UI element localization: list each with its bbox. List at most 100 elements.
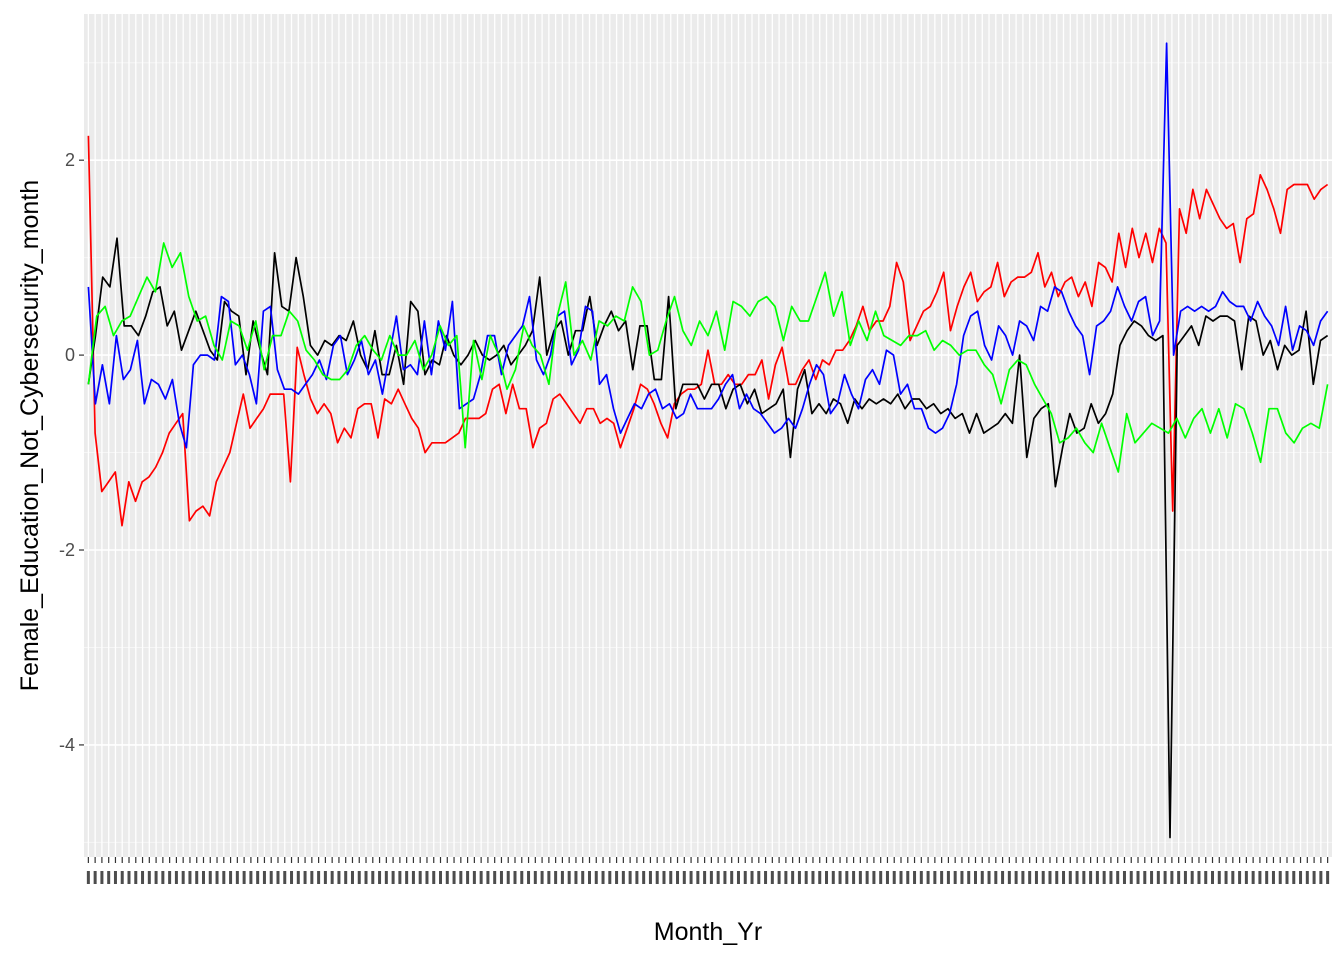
x-tick-label-overlap <box>797 871 801 884</box>
x-tick-label-overlap <box>1068 871 1072 884</box>
x-tick-label-overlap <box>215 871 219 884</box>
x-tick-label-overlap <box>154 871 158 884</box>
x-tick-label-overlap <box>879 871 883 884</box>
x-tick-label-overlap <box>764 871 768 884</box>
x-tick-label-overlap <box>628 871 632 884</box>
x-tick-label-overlap <box>750 871 754 884</box>
y-tick-label: -4 <box>59 735 75 755</box>
x-tick-label-overlap <box>987 871 991 884</box>
x-tick-label-overlap <box>127 871 131 884</box>
x-tick-label-overlap <box>86 871 90 884</box>
x-tick-label-overlap <box>906 871 910 884</box>
x-tick-label-overlap <box>317 871 321 884</box>
x-tick-label-overlap <box>249 871 253 884</box>
x-tick-label-overlap <box>235 871 239 884</box>
x-tick-label-overlap <box>845 871 849 884</box>
x-tick-label-overlap <box>161 871 165 884</box>
x-tick-label-overlap <box>1224 871 1228 884</box>
x-tick-label-overlap <box>1231 871 1235 884</box>
x-tick-label-overlap <box>838 871 842 884</box>
x-tick-label-overlap <box>682 871 686 884</box>
x-tick-label-overlap <box>384 871 388 884</box>
x-tick-label-overlap <box>134 871 138 884</box>
x-tick-label-overlap <box>811 871 815 884</box>
x-tick-label-overlap <box>1156 871 1160 884</box>
x-tick-label-overlap <box>1150 871 1154 884</box>
x-tick-label-overlap <box>1326 871 1330 884</box>
x-tick-label-overlap <box>581 871 585 884</box>
x-tick-label-overlap <box>540 871 544 884</box>
x-tick-label-overlap <box>960 871 964 884</box>
x-tick-label-overlap <box>513 871 517 884</box>
x-tick-label-overlap <box>946 871 950 884</box>
x-tick-label-overlap <box>669 871 673 884</box>
x-tick-label-overlap <box>858 871 862 884</box>
x-tick-label-overlap <box>371 871 375 884</box>
x-tick-label-overlap <box>141 871 145 884</box>
x-tick-label-overlap <box>439 871 443 884</box>
x-tick-label-overlap <box>1278 871 1282 884</box>
x-tick-label-overlap <box>486 871 490 884</box>
x-tick-label-overlap <box>919 871 923 884</box>
x-tick-label-overlap <box>831 871 835 884</box>
x-tick-label-overlap <box>107 871 111 884</box>
x-tick-label-overlap <box>662 871 666 884</box>
x-tick-label-overlap <box>208 871 212 884</box>
x-tick-label-overlap <box>100 871 104 884</box>
x-tick-label-overlap <box>1122 871 1126 884</box>
x-tick-label-overlap <box>120 871 124 884</box>
x-tick-label-overlap <box>1014 871 1018 884</box>
x-tick-label-overlap <box>574 871 578 884</box>
series-lines <box>87 42 1329 839</box>
x-tick-label-overlap <box>676 871 680 884</box>
x-tick-label-overlap <box>892 871 896 884</box>
x-tick-label-overlap <box>1312 871 1316 884</box>
x-tick-label-overlap <box>703 871 707 884</box>
x-tick-label-overlap <box>1143 871 1147 884</box>
x-tick-label-overlap <box>242 871 246 884</box>
x-tick-label-overlap <box>642 871 646 884</box>
x-tick-label-overlap <box>229 871 233 884</box>
x-tick-label-overlap <box>933 871 937 884</box>
x-tick-label-overlap <box>973 871 977 884</box>
x-tick-label-overlap <box>290 871 294 884</box>
x-tick-label-overlap <box>201 871 205 884</box>
x-tick-label-overlap <box>188 871 192 884</box>
series-line-4 <box>87 242 1329 473</box>
x-tick-label-overlap <box>594 871 598 884</box>
x-tick-label-overlap <box>499 871 503 884</box>
x-tick-label-overlap <box>804 871 808 884</box>
x-tick-label-overlap <box>411 871 415 884</box>
x-tick-label-overlap <box>147 871 151 884</box>
x-tick-label-overlap <box>994 871 998 884</box>
x-tick-label-overlap <box>689 871 693 884</box>
x-tick-label-overlap <box>967 871 971 884</box>
x-tick-label-overlap <box>736 871 740 884</box>
x-tick-label-overlap <box>865 871 869 884</box>
x-tick-label-overlap <box>1285 871 1289 884</box>
x-tick-label-overlap <box>1055 871 1059 884</box>
x-tick-label-overlap <box>554 871 558 884</box>
y-tick-label: -2 <box>59 540 75 560</box>
x-tick-label-overlap <box>1183 871 1187 884</box>
x-tick-label-overlap <box>1217 871 1221 884</box>
x-tick-label-overlap <box>655 871 659 884</box>
x-tick-label-overlap <box>296 871 300 884</box>
x-tick-label-overlap <box>716 871 720 884</box>
x-tick-label-overlap <box>405 871 409 884</box>
x-tick-label-overlap <box>1305 871 1309 884</box>
x-tick-label-overlap <box>885 871 889 884</box>
x-tick-label-overlap <box>276 871 280 884</box>
x-tick-label-overlap <box>1211 871 1215 884</box>
x-tick-label-overlap <box>1170 871 1174 884</box>
series-line-2 <box>87 237 1329 839</box>
x-tick-label-overlap <box>1048 871 1052 884</box>
x-tick-label-overlap <box>527 871 531 884</box>
x-tick-label-overlap <box>1258 871 1262 884</box>
x-tick-label-overlap <box>445 871 449 884</box>
x-tick-label-overlap <box>1089 871 1093 884</box>
x-tick-label-overlap <box>432 871 436 884</box>
y-tick-label: 2 <box>65 150 75 170</box>
x-tick-label-overlap <box>601 871 605 884</box>
